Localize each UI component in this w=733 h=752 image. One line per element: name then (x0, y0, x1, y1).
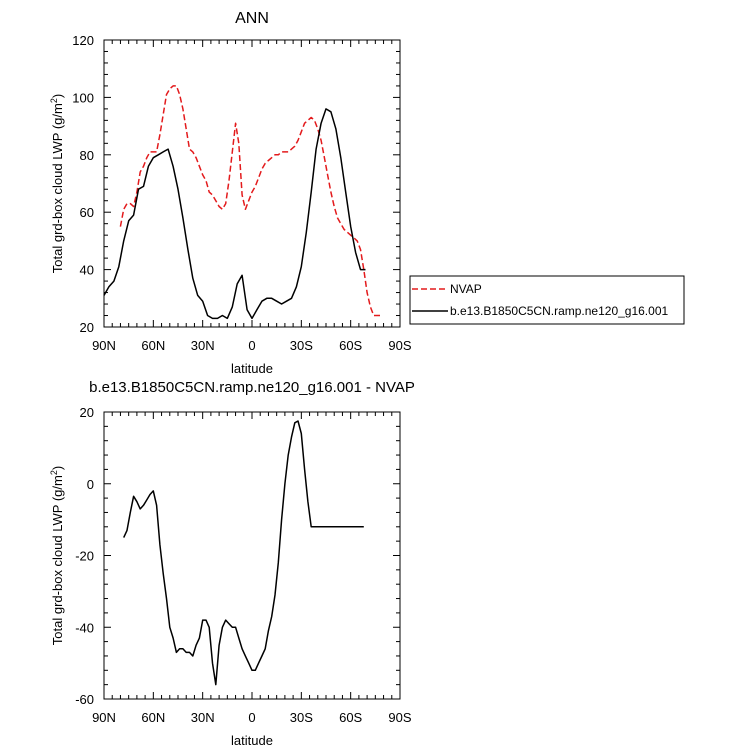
x-tick-label: 90S (388, 710, 411, 725)
chart-title: ANN (235, 10, 269, 27)
x-tick-label: 60S (339, 338, 362, 353)
y-tick-label: 100 (72, 90, 94, 105)
x-tick-label: 30N (191, 710, 215, 725)
y-axis-label-close: ) (50, 94, 65, 98)
x-tick-label: 60N (141, 338, 165, 353)
y-tick-label: -60 (75, 692, 94, 707)
y-axis-label: Total grd-box cloud LWP (g/m2) (49, 466, 65, 645)
y-tick-label: 60 (80, 205, 94, 220)
y-tick-label: 40 (80, 263, 94, 278)
y-axis-label-superscript: 2 (49, 98, 59, 103)
plot-frame (103, 39, 401, 328)
chart-2: b.e13.B1850C5CN.ramp.ne120_g16.001 - NVA… (49, 379, 415, 748)
x-tick-label: 90N (92, 710, 116, 725)
series-line-2-1 (123, 420, 364, 686)
y-tick-label: 20 (80, 405, 94, 420)
series-line-1-1 (119, 85, 381, 317)
y-axis-label-main: Total grd-box cloud LWP (g/m (50, 475, 65, 645)
y-tick-label: -40 (75, 620, 94, 635)
x-tick-label: 30N (191, 338, 215, 353)
x-tick-label: 90S (388, 338, 411, 353)
series-line-1-2 (103, 108, 366, 320)
y-axis-label-superscript: 2 (49, 470, 59, 475)
y-tick-label: 80 (80, 148, 94, 163)
y-tick-label: 20 (80, 320, 94, 335)
y-tick-label: 0 (87, 477, 94, 492)
x-tick-label: 0 (248, 338, 255, 353)
x-tick-label: 30S (290, 338, 313, 353)
plot-frame (103, 411, 401, 700)
x-axis-label: latitude (231, 361, 273, 376)
x-tick-label: 30S (290, 710, 313, 725)
legend-box (409, 275, 685, 325)
legend-entry: NVAP (450, 282, 482, 296)
legend-entry: b.e13.B1850C5CN.ramp.ne120_g16.001 (450, 304, 668, 318)
x-axis-label: latitude (231, 733, 273, 748)
chart-1: ANN 90N 60N 30N 0 30S 60S 90S 20 40 60 80 100 120 lati… (49, 10, 685, 376)
y-axis-label: Total grd-box cloud LWP (g/m2) (49, 94, 65, 273)
y-tick-label: -20 (75, 549, 94, 564)
y-axis-label-main: Total grd-box cloud LWP (g/m (50, 103, 65, 273)
x-tick-label: 0 (248, 710, 255, 725)
y-tick-label: 120 (72, 33, 94, 48)
x-tick-label: 60N (141, 710, 165, 725)
x-tick-label: 90N (92, 338, 116, 353)
chart-title: b.e13.B1850C5CN.ramp.ne120_g16.001 - NVA… (89, 379, 415, 396)
x-tick-label: 60S (339, 710, 362, 725)
y-axis-label-close: ) (50, 466, 65, 470)
